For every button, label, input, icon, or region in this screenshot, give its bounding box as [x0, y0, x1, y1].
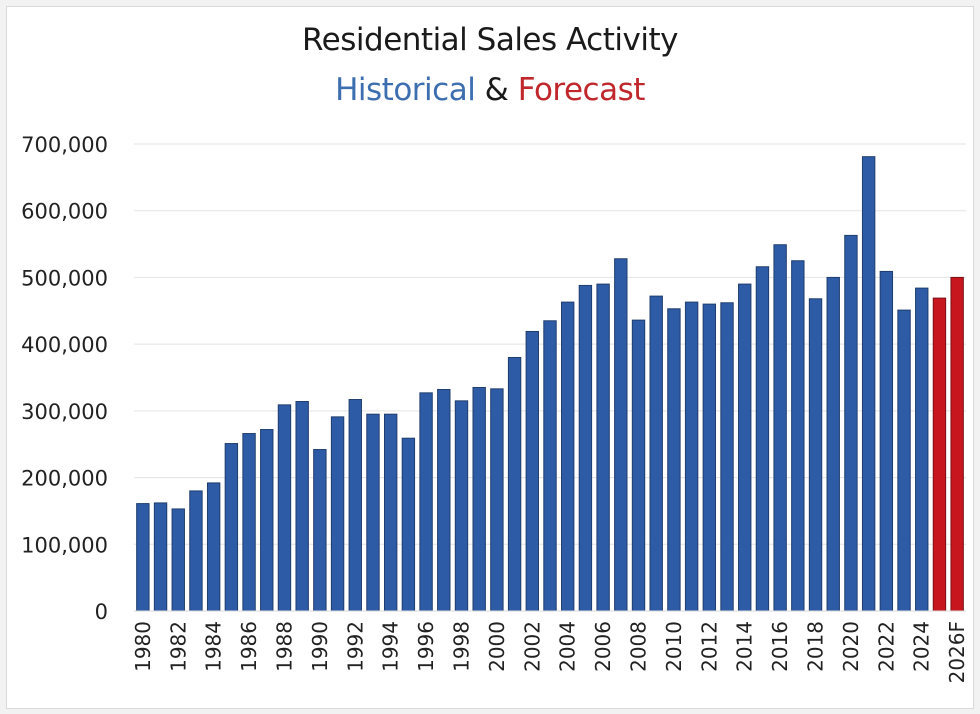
bar-historical	[224, 443, 239, 612]
bar-historical	[915, 287, 929, 612]
bar-historical	[720, 302, 734, 612]
bar-historical	[401, 437, 416, 612]
y-tick-label: 500,000	[21, 266, 108, 290]
subtitle-forecast: Forecast	[517, 72, 646, 108]
bar-historical	[773, 244, 787, 612]
bar-historical	[419, 392, 433, 612]
x-tick-label: 1988	[272, 621, 296, 672]
x-tick-label: 2002	[520, 621, 544, 672]
y-tick-label: 0	[95, 600, 108, 624]
bar-historical	[879, 270, 894, 612]
bar-historical	[826, 276, 840, 612]
x-tick-label: 2008	[627, 621, 651, 672]
bar-historical	[596, 283, 610, 612]
x-tick-label: 1992	[343, 621, 367, 672]
x-tick-label: 2016	[768, 621, 792, 672]
x-tick-label: 2012	[697, 621, 721, 672]
x-tick-label: 1996	[414, 621, 438, 672]
y-tick-label: 600,000	[21, 200, 108, 224]
bar-historical	[242, 433, 256, 612]
x-tick-label: 1994	[379, 621, 403, 672]
bar-historical	[277, 404, 292, 612]
x-tick-label: 1990	[308, 621, 332, 672]
x-tick-label: 2018	[804, 621, 828, 672]
x-tick-label: 2004	[556, 621, 580, 672]
bars	[136, 156, 964, 612]
bar-historical	[861, 156, 876, 612]
bar-historical	[755, 266, 770, 612]
y-tick-label: 300,000	[21, 400, 108, 424]
bar-historical	[348, 399, 362, 612]
x-tick-label: 1998	[449, 621, 473, 672]
x-tick-label: 2022	[874, 621, 898, 672]
bar-historical	[206, 482, 221, 612]
x-tick-label: 1984	[202, 621, 226, 672]
bar-historical	[631, 319, 646, 612]
bar-historical	[472, 387, 486, 612]
x-tick-label: 2000	[485, 621, 509, 672]
x-tick-label: 1980	[131, 621, 155, 672]
bar-historical	[189, 490, 203, 612]
chart-title: Residential Sales Activity	[302, 22, 678, 58]
bar-historical	[844, 234, 858, 612]
y-tick-label: 100,000	[21, 533, 108, 557]
x-axis: 1980 1982 1984 1986 1988 1990 1992 1994 1996 1998…	[131, 621, 969, 683]
bar-historical	[684, 301, 699, 612]
x-tick-label: 2024	[910, 621, 934, 672]
bar-historical	[702, 303, 717, 612]
bar-historical	[313, 449, 327, 612]
chart-subtitle: Historical & Forecast	[0, 72, 980, 108]
bar-forecast	[950, 276, 964, 612]
bar-historical	[578, 284, 593, 612]
bar-historical	[649, 295, 663, 612]
x-tick-label: 2010	[662, 621, 686, 672]
x-tick-label: 2006	[591, 621, 615, 672]
bar-historical	[136, 503, 150, 612]
bar-historical	[543, 320, 557, 612]
bar-forecast	[932, 297, 947, 612]
y-tick-label: 200,000	[21, 467, 108, 491]
bar-historical	[738, 283, 752, 612]
bar-historical	[667, 308, 681, 612]
bar-historical	[171, 508, 185, 612]
bar-historical	[808, 298, 823, 612]
bar-historical	[383, 413, 398, 612]
bar-historical	[153, 502, 168, 612]
x-tick-label: 1986	[237, 621, 261, 672]
bar-historical	[490, 388, 504, 612]
bar-historical	[897, 309, 911, 612]
y-tick-label: 400,000	[21, 333, 108, 357]
bar-historical	[437, 389, 451, 612]
bar-historical	[454, 400, 469, 612]
bar-historical	[260, 429, 274, 612]
bar-historical	[366, 413, 380, 612]
x-tick-label: 2014	[733, 621, 757, 672]
bar-historical	[295, 401, 309, 612]
subtitle-historical: Historical	[335, 72, 476, 108]
bar-historical	[791, 260, 805, 612]
bar-historical	[507, 356, 522, 612]
x-tick-label: 1982	[166, 621, 190, 672]
x-tick-label: 2026F	[945, 621, 969, 683]
bar-historical	[525, 330, 539, 612]
bar-historical	[561, 301, 575, 612]
y-tick-label: 700,000	[21, 133, 108, 157]
bar-historical	[330, 416, 345, 612]
y-axis: 0 100,000 200,000 300,000 400,000 500,000 600,…	[21, 133, 108, 624]
bar-historical	[614, 258, 628, 612]
subtitle-connector: &	[484, 72, 509, 108]
x-tick-label: 2020	[839, 621, 863, 672]
